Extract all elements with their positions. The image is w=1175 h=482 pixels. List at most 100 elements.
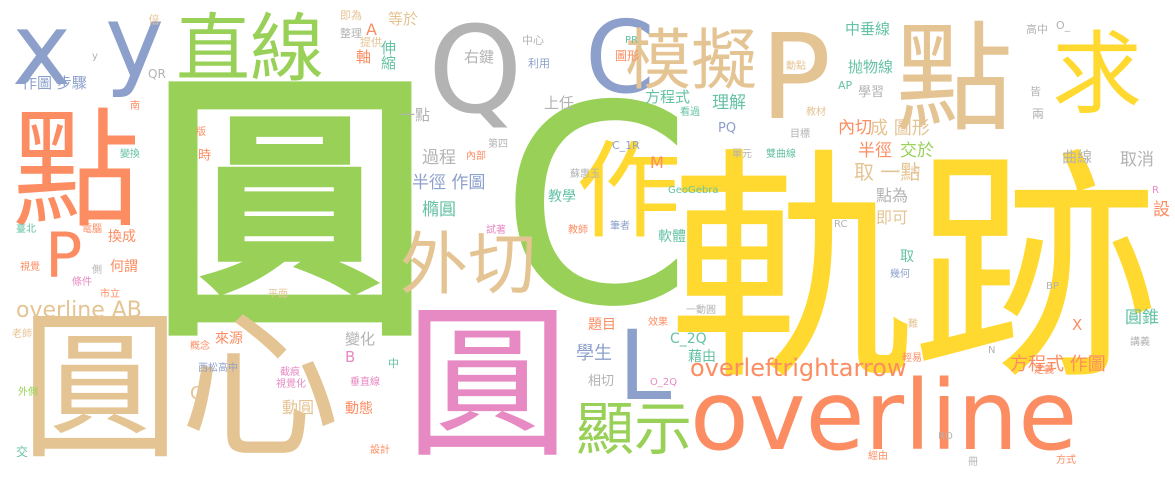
word-zhongchuixian: 中垂線 — [845, 20, 891, 38]
word-neiqie: 內切 — [838, 118, 872, 138]
word-dianwei: 點為 — [876, 186, 909, 205]
word-qu-yidian: 取 一點 — [854, 160, 921, 184]
word-tuoyuan: 橢圓 — [422, 200, 456, 220]
word-dian-tan: 點 — [895, 10, 1014, 148]
word-qu: 取 — [900, 249, 914, 265]
word-liang: 兩 — [1032, 107, 1045, 121]
word-mubiao: 目標 — [790, 129, 810, 140]
word-huancheng: 換成 — [108, 229, 136, 245]
word-chuizhixian: 垂直線 — [350, 377, 380, 388]
word-q: Q — [428, 2, 523, 141]
word-yuan-green: 圓 — [150, 49, 430, 375]
word-c1r: C_1R — [612, 139, 640, 152]
word-shizhe: 試著 — [486, 225, 506, 236]
word-hewei: 何謂 — [110, 259, 138, 275]
word-moni: 模擬 — [625, 22, 757, 99]
word-o-tan: O — [190, 383, 205, 404]
word-jiehen: 截痕 — [280, 367, 300, 378]
word-zhongxin: 中心 — [522, 34, 544, 47]
word-gaozhong: 高中 — [1026, 23, 1048, 36]
word-yuan-pink: 圓 — [405, 288, 570, 480]
word-taibei: 臺北 — [16, 224, 36, 235]
word-quxiao: 取消 — [1120, 150, 1154, 170]
word-geogebra: GeoGebra — [668, 185, 719, 196]
word-ruanti: 軟體 — [658, 229, 686, 245]
word-shili: 市立 — [100, 289, 120, 300]
word-dingyi: 定義 — [1034, 365, 1054, 376]
word-danyuan: 單元 — [732, 149, 752, 160]
word-waice: 外側 — [18, 387, 38, 398]
word-jieyou: 藉由 — [688, 349, 716, 365]
word-xuexi: 學習 — [858, 85, 885, 100]
word-dongtai: 動態 — [345, 401, 373, 417]
word-qr: QR — [148, 67, 166, 81]
word-tuxing: 圖形 — [615, 49, 640, 63]
word-jingyou: 經由 — [868, 451, 888, 462]
word-jiao: 交 — [16, 445, 29, 459]
word-bp: BP — [1046, 281, 1059, 292]
word-shijue: 視覺 — [20, 262, 40, 273]
word-banjing-zuotu: 半徑 作圖 — [412, 173, 486, 193]
word-xiaoguo: 效果 — [648, 317, 668, 328]
word-xianshi: 顯示 — [576, 395, 693, 463]
word-x-small: X — [1072, 316, 1083, 334]
word-y: y — [105, 0, 165, 100]
word-m: M — [650, 153, 664, 172]
word-shensuo: 伸縮 — [379, 40, 397, 70]
word-yuanxin: 圓心 — [20, 294, 341, 481]
word-xiangqie: 相切 — [588, 374, 615, 389]
word-bianhua: 變化 — [345, 330, 376, 348]
word-disi: 第四 — [488, 139, 508, 150]
word-dongyuan: 動圓 — [282, 398, 315, 417]
word-zhong: 中 — [388, 357, 399, 370]
word-c-blue: C — [585, 0, 655, 116]
word-jiwei: 即為 — [340, 9, 362, 22]
word-pr: PR — [625, 35, 638, 46]
word-diannao: 電腦 — [82, 224, 102, 235]
word-jiaocai: 教材 — [806, 107, 826, 118]
word-jie: 皆 — [1030, 85, 1041, 98]
word-banjing: 半徑 — [858, 141, 892, 161]
word-overline: overline — [690, 360, 1078, 472]
word-fangchengshi: 方程式 — [645, 88, 691, 106]
word-p-orange: P — [45, 219, 83, 292]
word-quxian: 曲線 — [1062, 148, 1093, 166]
word-shangren: 上任 — [544, 94, 575, 112]
word-c2q: C_2Q — [670, 331, 707, 347]
word-youjian: 右鍵 — [464, 48, 495, 66]
word-zuotu-buzhou: 作圖 步驟 — [22, 74, 87, 92]
word-shi: 時 — [195, 148, 210, 161]
word-y-small: y — [92, 51, 98, 62]
word-jiangyi: 講義 — [1130, 337, 1150, 348]
word-bianhuan: 變換 — [120, 149, 140, 160]
word-dongdian: 動點 — [786, 61, 806, 72]
word-overline-ab: overline AB — [16, 298, 142, 323]
word-x: x — [12, 0, 72, 108]
word-r: R — [1152, 185, 1159, 196]
word-timu: 題目 — [588, 317, 616, 333]
word-bizhe: 筆者 — [610, 221, 630, 232]
word-nan: 南 — [130, 101, 140, 112]
word-jun: 均 — [910, 167, 920, 178]
word-overleftrightarrow: overleftrightarrow — [690, 354, 907, 382]
word-xisonggaozhong: 西松高中 — [198, 363, 238, 374]
word-gainian: 概念 — [190, 341, 210, 352]
word-pq: PQ — [718, 121, 737, 136]
word-fangchengshi-zuotu: 方程式 作圖 — [1010, 354, 1106, 375]
word-ap: AP — [838, 79, 853, 92]
word-o-underscore: O_ — [1056, 19, 1071, 32]
word-bei: 倍 — [147, 14, 160, 25]
word-laoshi: 老師 — [12, 329, 32, 340]
word-tiaojian: 條件 — [72, 277, 92, 288]
word-n: N — [988, 345, 996, 356]
word-guiji: 軌跡 — [668, 128, 1158, 413]
word-jiaoshi: 教師 — [568, 225, 588, 236]
word-jiaoyu: 交於 — [900, 141, 934, 161]
word-lijie: 理解 — [712, 93, 746, 113]
word-waiqie: 外切 — [400, 226, 537, 305]
word-suhuiyu: 蘇惠玉 — [570, 169, 600, 180]
word-tigong: 提供 — [360, 36, 382, 49]
word-o2q: O_2Q — [650, 377, 678, 388]
word-fangshi: 方式 — [1056, 455, 1076, 466]
